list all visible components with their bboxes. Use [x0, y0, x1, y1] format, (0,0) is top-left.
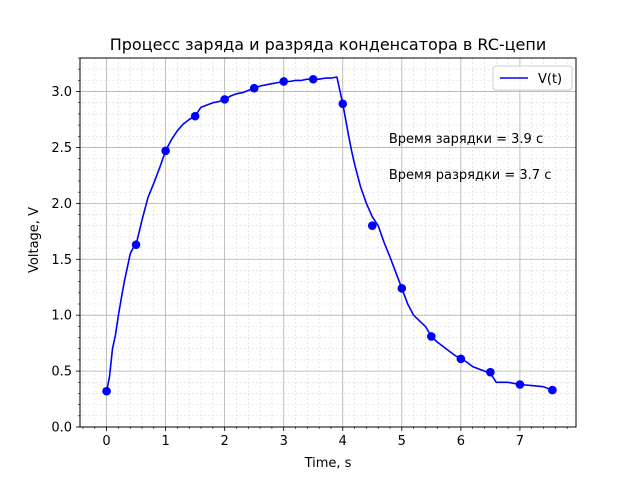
y-tick-label: 0.5	[51, 365, 72, 380]
y-tick-label: 1.5	[51, 253, 72, 268]
data-point-marker	[338, 99, 348, 109]
data-point-marker	[397, 284, 407, 293]
legend: V(t)	[492, 65, 573, 91]
series-layer	[105, 76, 553, 392]
y-tick-label: 3.0	[51, 85, 72, 100]
legend-label: V(t)	[538, 72, 562, 87]
minor-grid	[80, 57, 576, 427]
marker-layer	[102, 74, 557, 396]
x-tick-label: 0	[102, 434, 110, 449]
data-point-marker	[367, 221, 377, 231]
data-point-marker	[308, 74, 318, 84]
x-tick-label: 3	[280, 434, 288, 449]
data-point-marker	[548, 385, 557, 395]
ticks-layer: 0 1 2 3 4 5 6 7 0.0 0.5 1.0 1.5 2.0 2.5 3.0	[51, 57, 568, 449]
data-point-marker	[427, 332, 436, 341]
annotation-layer: Время зарядки = 3.9 с Время разрядки = 3.…	[389, 132, 552, 183]
y-tick-label: 1.0	[51, 309, 72, 324]
legend-box	[492, 65, 573, 91]
x-tick-label: 1	[161, 434, 169, 449]
series-line-V(t)	[105, 76, 553, 392]
data-point-marker	[220, 95, 229, 104]
chart-title: Процесс заряда и разряда конденсатора в …	[110, 35, 547, 54]
data-point-marker	[190, 111, 200, 121]
data-point-marker	[249, 83, 259, 93]
data-point-marker	[515, 380, 525, 389]
x-axis-label: Time, s	[304, 456, 352, 471]
data-point-marker	[456, 354, 466, 364]
y-tick-label: 0.0	[51, 421, 72, 436]
y-tick-label: 2.0	[51, 197, 72, 212]
plot-frame	[79, 57, 577, 428]
data-point-marker	[161, 146, 170, 156]
annotation-text: Время зарядки = 3.9 с	[389, 132, 543, 147]
x-tick-label: 4	[339, 434, 347, 449]
x-tick-label: 6	[457, 434, 465, 449]
x-tick-label: 5	[398, 434, 406, 449]
data-point-marker	[131, 240, 141, 250]
x-tick-label: 7	[516, 434, 524, 449]
y-tick-label: 2.5	[51, 141, 72, 156]
annotation-text: Время разрядки = 3.7 с	[389, 168, 552, 183]
data-point-marker	[102, 386, 111, 396]
y-axis-label: Voltage, V	[27, 207, 42, 273]
data-point-marker	[486, 367, 495, 377]
data-point-marker	[279, 77, 289, 86]
x-tick-label: 2	[221, 434, 229, 449]
